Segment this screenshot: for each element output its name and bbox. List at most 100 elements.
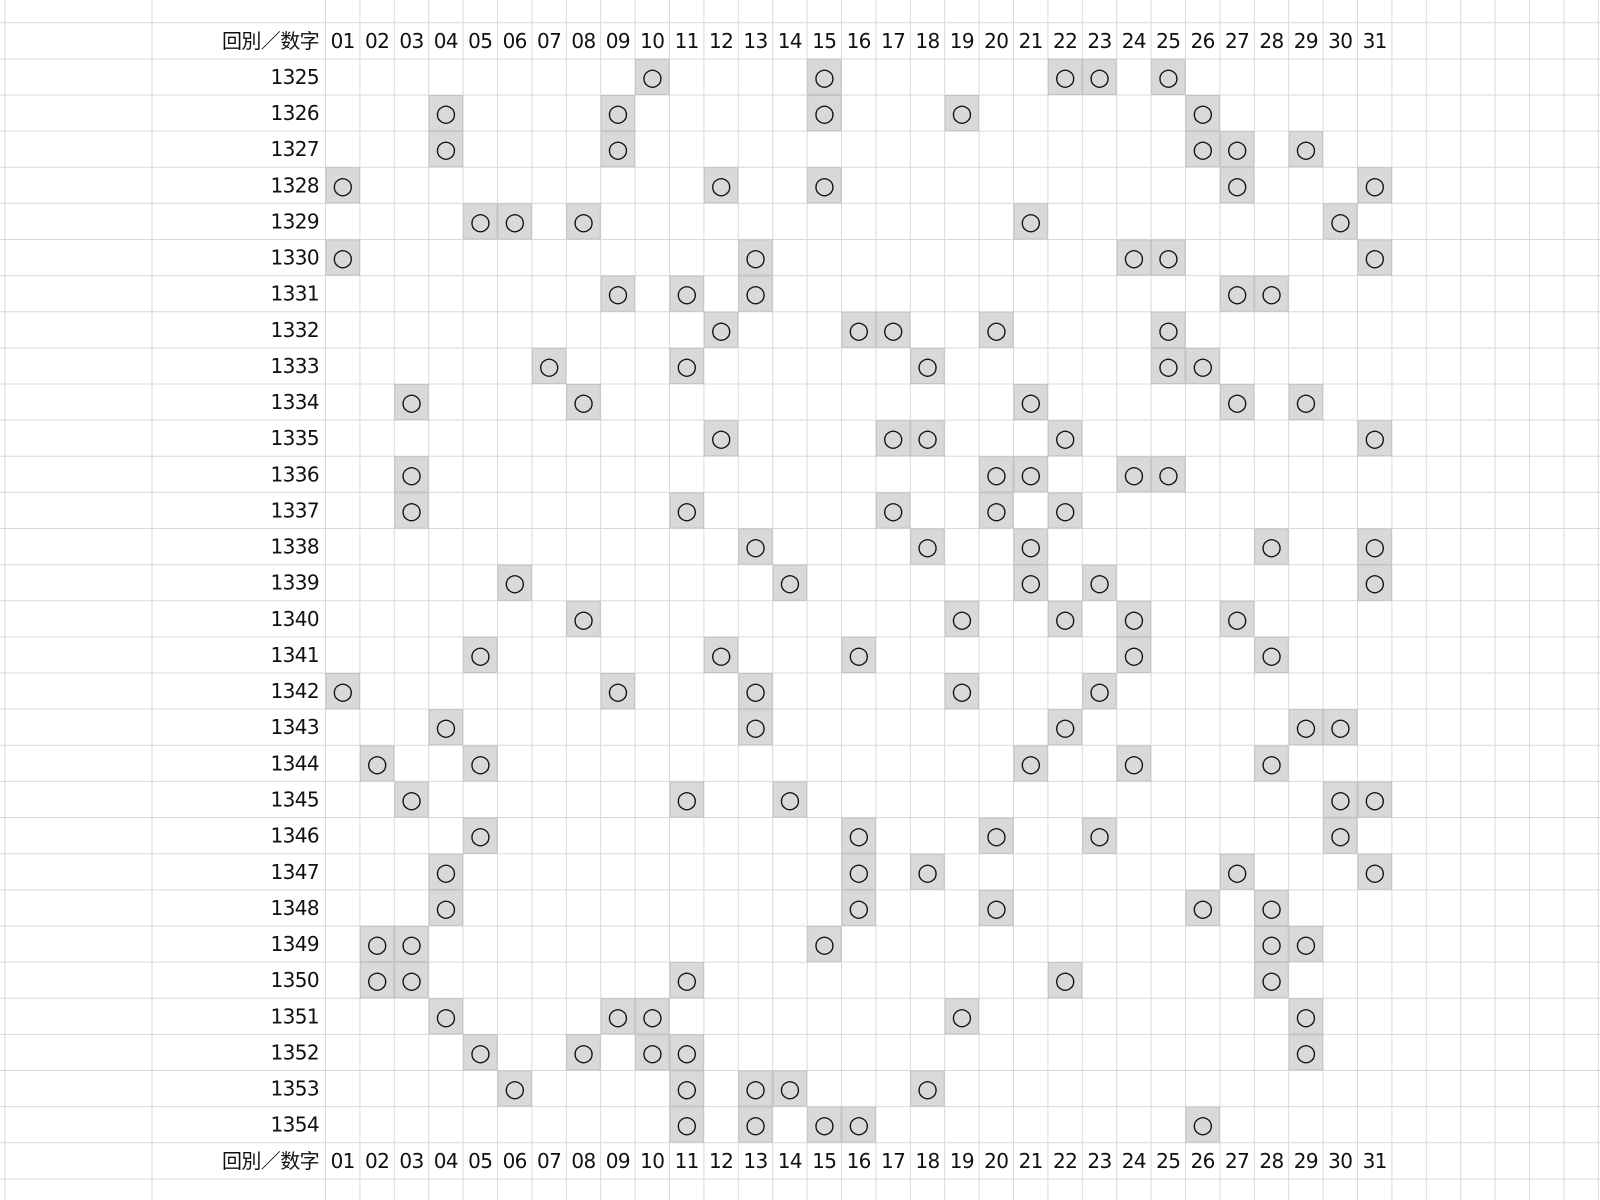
hit-mark: ○ xyxy=(1192,99,1213,127)
hit-cell xyxy=(497,564,532,601)
hit-cell xyxy=(359,962,395,999)
hit-mark: ○ xyxy=(401,496,422,524)
hit-mark: ○ xyxy=(1055,424,1076,452)
hit-cell xyxy=(841,817,876,854)
hit-mark: ○ xyxy=(1055,713,1076,741)
hit-mark: ○ xyxy=(573,605,594,633)
column-header: 05 xyxy=(468,1149,492,1173)
round-label: 1330 xyxy=(271,246,320,270)
column-header: 27 xyxy=(1225,1149,1249,1173)
hit-mark: ○ xyxy=(1295,930,1316,958)
hit-mark: ○ xyxy=(470,822,491,850)
hit-mark: ○ xyxy=(676,1075,697,1103)
hit-mark: ○ xyxy=(607,1002,628,1030)
hit-cell xyxy=(910,420,945,457)
hit-cell xyxy=(669,275,704,312)
hit-cell xyxy=(463,745,498,782)
hit-cell xyxy=(600,94,636,132)
hit-mark: ○ xyxy=(986,316,1007,344)
hit-mark: ○ xyxy=(573,388,594,416)
hit-mark: ○ xyxy=(1330,822,1351,850)
hit-cell xyxy=(1254,745,1289,782)
hit-cell xyxy=(635,1034,670,1071)
hit-mark: ○ xyxy=(848,1111,869,1139)
hit-mark: ○ xyxy=(1123,605,1144,633)
column-header: 04 xyxy=(434,1149,458,1173)
hit-cell xyxy=(703,636,739,674)
hit-mark: ○ xyxy=(951,677,972,705)
hit-cell xyxy=(325,167,360,204)
hit-cell xyxy=(531,347,567,384)
column-header: 26 xyxy=(1191,29,1215,53)
column-header: 31 xyxy=(1363,29,1387,53)
column-header: 04 xyxy=(434,29,458,53)
hit-mark: ○ xyxy=(676,352,697,380)
hit-mark: ○ xyxy=(1227,605,1248,633)
hit-cell xyxy=(1047,962,1083,999)
column-header: 01 xyxy=(331,29,355,53)
hit-cell xyxy=(1219,853,1255,890)
hit-cell xyxy=(738,528,773,565)
hit-cell xyxy=(1151,311,1186,348)
hit-cell xyxy=(1082,673,1117,710)
hit-mark: ○ xyxy=(883,316,904,344)
hit-cell xyxy=(1185,889,1220,926)
hit-mark: ○ xyxy=(1261,280,1282,308)
hit-mark: ○ xyxy=(1123,641,1144,669)
hit-cell xyxy=(1288,925,1324,963)
hit-mark: ○ xyxy=(1158,316,1179,344)
hit-cell xyxy=(1151,239,1186,276)
hit-mark: ○ xyxy=(917,424,938,452)
hit-mark: ○ xyxy=(1261,641,1282,669)
column-header: 31 xyxy=(1363,1149,1387,1173)
hit-mark: ○ xyxy=(1295,388,1316,416)
round-label: 1337 xyxy=(271,498,320,522)
hit-mark: ○ xyxy=(470,749,491,777)
column-header: 12 xyxy=(709,1149,733,1173)
hit-cell xyxy=(1288,1034,1324,1071)
column-header: 15 xyxy=(812,29,836,53)
hit-cell xyxy=(669,1070,704,1107)
round-label: 1341 xyxy=(271,643,320,667)
hit-mark: ○ xyxy=(779,785,800,813)
column-header: 22 xyxy=(1053,29,1077,53)
hit-cell xyxy=(738,1070,773,1107)
column-header: 02 xyxy=(365,1149,389,1173)
hit-mark: ○ xyxy=(1158,460,1179,488)
hit-cell xyxy=(1357,781,1392,818)
round-label: 1343 xyxy=(271,715,320,739)
hit-mark: ○ xyxy=(1364,533,1385,561)
column-header: 28 xyxy=(1259,1149,1283,1173)
hit-cell xyxy=(1013,384,1048,421)
column-header: 30 xyxy=(1328,1149,1352,1173)
hit-cell xyxy=(1082,58,1117,95)
hit-cell xyxy=(635,58,670,95)
hit-mark: ○ xyxy=(1089,63,1110,91)
hit-cell xyxy=(1151,58,1186,95)
hit-cell xyxy=(1185,94,1220,132)
hit-cell xyxy=(566,384,601,421)
hit-cell xyxy=(1357,853,1392,890)
column-header: 25 xyxy=(1156,29,1180,53)
hit-mark: ○ xyxy=(1055,63,1076,91)
hit-mark: ○ xyxy=(1227,858,1248,886)
hit-cell xyxy=(1151,456,1186,493)
column-header: 26 xyxy=(1191,1149,1215,1173)
round-label: 1335 xyxy=(271,426,320,450)
hit-cell xyxy=(669,1034,704,1071)
column-header: 13 xyxy=(743,29,767,53)
hit-mark: ○ xyxy=(986,894,1007,922)
hit-cell xyxy=(669,1106,704,1143)
column-header: 14 xyxy=(778,29,802,53)
hit-mark: ○ xyxy=(1227,171,1248,199)
column-header: 08 xyxy=(571,29,595,53)
hit-mark: ○ xyxy=(573,207,594,235)
round-label: 1350 xyxy=(271,968,320,992)
hit-mark: ○ xyxy=(1261,533,1282,561)
hit-mark: ○ xyxy=(1089,569,1110,597)
hit-cell xyxy=(635,998,670,1035)
hit-cell xyxy=(669,962,704,999)
hit-cell xyxy=(1013,745,1048,782)
column-header: 23 xyxy=(1087,1149,1111,1173)
column-header: 02 xyxy=(365,29,389,53)
